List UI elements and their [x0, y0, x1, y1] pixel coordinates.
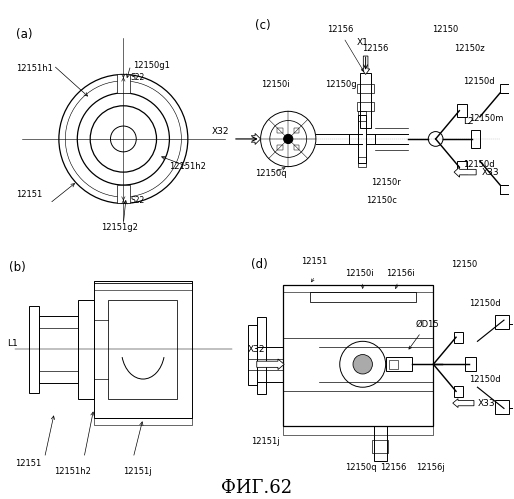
Bar — [360, 73, 371, 128]
Text: (c): (c) — [255, 19, 271, 32]
Text: 12151g2: 12151g2 — [101, 223, 138, 232]
Text: 12150d: 12150d — [463, 77, 495, 86]
Text: 12151j: 12151j — [123, 467, 152, 476]
Text: 12151h1: 12151h1 — [16, 64, 53, 73]
Bar — [78, 300, 94, 399]
Bar — [457, 104, 467, 117]
Text: 12150d: 12150d — [463, 160, 495, 169]
Text: (d): (d) — [251, 258, 268, 271]
Bar — [107, 300, 177, 399]
Text: X33: X33 — [478, 399, 495, 408]
Bar — [500, 185, 514, 194]
FancyArrow shape — [257, 359, 284, 370]
Bar — [471, 130, 480, 148]
Text: 12150q: 12150q — [255, 169, 287, 178]
Text: 12151: 12151 — [15, 459, 41, 468]
Text: 12156j: 12156j — [416, 463, 445, 472]
Text: S22: S22 — [131, 196, 145, 205]
FancyArrow shape — [236, 133, 261, 145]
Bar — [349, 134, 375, 144]
Bar — [454, 332, 463, 342]
Bar — [500, 84, 514, 93]
Text: 12150: 12150 — [432, 25, 458, 34]
FancyArrow shape — [361, 56, 370, 74]
Bar — [294, 128, 300, 133]
Text: ØD15: ØD15 — [416, 320, 439, 329]
Bar — [357, 84, 374, 93]
Text: 12150g1: 12150g1 — [134, 61, 170, 70]
Bar — [454, 386, 463, 397]
Text: ФИГ.62: ФИГ.62 — [222, 479, 292, 497]
Text: S22: S22 — [131, 73, 145, 82]
Text: 12150m: 12150m — [469, 114, 503, 123]
Text: 12151: 12151 — [16, 190, 43, 199]
Bar — [386, 357, 412, 371]
Text: 12150i: 12150i — [345, 269, 374, 278]
Bar — [283, 426, 433, 435]
Text: 12151j: 12151j — [251, 437, 280, 446]
Text: 12150d: 12150d — [469, 299, 500, 308]
Bar — [389, 360, 398, 369]
Text: 12150c: 12150c — [365, 197, 396, 206]
Bar — [283, 285, 433, 426]
Text: 12151h2: 12151h2 — [170, 162, 206, 171]
Bar — [358, 115, 365, 163]
Bar — [248, 325, 257, 385]
Text: L2: L2 — [463, 117, 474, 126]
Text: X32: X32 — [212, 127, 229, 136]
Text: 12156: 12156 — [362, 43, 388, 52]
Text: X1: X1 — [356, 38, 369, 47]
Text: 12151: 12151 — [301, 256, 327, 265]
Text: 12150d: 12150d — [469, 375, 500, 384]
Bar — [374, 426, 387, 462]
Bar — [277, 128, 283, 133]
Bar — [310, 292, 416, 302]
Text: (a): (a) — [16, 28, 33, 41]
Bar — [29, 306, 39, 393]
Bar — [357, 102, 374, 111]
Bar — [457, 161, 467, 174]
Bar — [94, 280, 192, 419]
Text: 12150: 12150 — [451, 260, 477, 269]
Text: 12150g: 12150g — [325, 80, 357, 89]
Text: 12150z: 12150z — [454, 43, 485, 52]
Bar — [495, 400, 509, 414]
Bar — [283, 285, 433, 292]
Bar — [358, 157, 365, 167]
Bar — [117, 74, 130, 93]
Circle shape — [353, 355, 373, 374]
Bar — [465, 357, 476, 371]
Bar — [277, 145, 283, 150]
Bar — [294, 145, 300, 150]
FancyArrow shape — [454, 167, 476, 177]
Bar — [117, 185, 130, 204]
Text: (b): (b) — [9, 261, 26, 274]
Text: X32: X32 — [248, 345, 265, 354]
Text: 12150q: 12150q — [345, 463, 377, 472]
FancyArrow shape — [453, 399, 474, 408]
Bar — [373, 440, 388, 453]
Text: 12151h2: 12151h2 — [54, 467, 91, 476]
Text: 12150r: 12150r — [371, 178, 401, 187]
Bar — [358, 111, 365, 121]
Bar — [257, 316, 266, 394]
Text: L1: L1 — [7, 338, 18, 347]
Bar — [94, 280, 192, 283]
Bar — [495, 315, 509, 329]
Bar — [39, 316, 78, 383]
Text: X33: X33 — [482, 168, 499, 177]
Text: 12156i: 12156i — [386, 269, 414, 278]
Text: 12156: 12156 — [326, 25, 353, 34]
Circle shape — [284, 134, 293, 144]
Text: 12156: 12156 — [380, 463, 407, 472]
Bar — [94, 283, 192, 290]
Bar — [94, 419, 192, 425]
Text: 12150i: 12150i — [261, 80, 289, 89]
